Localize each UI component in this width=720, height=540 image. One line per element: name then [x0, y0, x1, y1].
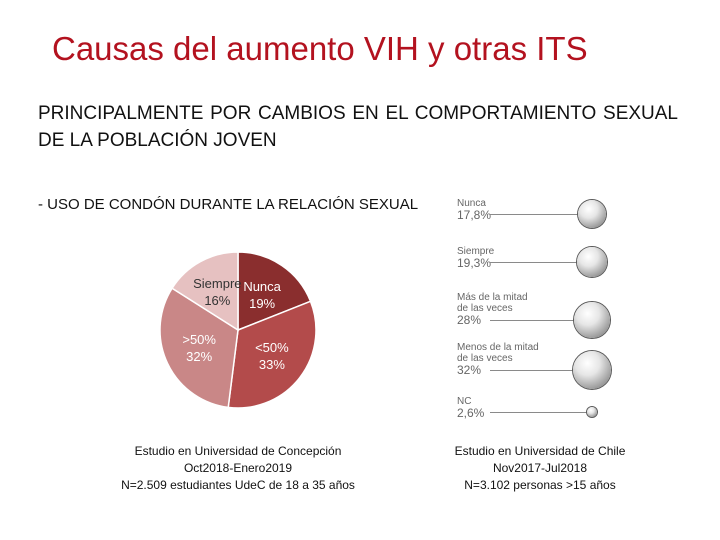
bubble-leader-line: [490, 214, 578, 215]
bubble-circle-1: [577, 247, 607, 277]
bubble-circle-2: [574, 302, 610, 338]
bubble-percent: 28%: [457, 313, 482, 327]
pie-slice-percent: 32%: [186, 349, 213, 365]
bubble-category: Más de la mitad: [457, 292, 528, 303]
bubble-category: NC: [457, 396, 472, 407]
pie-slice-0: [237, 251, 312, 332]
bubble-percent: 32%: [457, 363, 482, 377]
pie-slice-label-0: Nunca 19%: [232, 278, 292, 312]
pie-slice-name: >50%: [182, 332, 216, 348]
pie-slice-label-2: >50% 32%: [169, 331, 229, 365]
bubble-leader-line: [490, 320, 575, 321]
pie-slice-3: [171, 251, 239, 332]
bubble-leader-line: [490, 262, 578, 263]
bubble-label-1: Siempre 19,3%: [457, 246, 494, 270]
bubble-leader-line: [490, 370, 573, 371]
bubble-category: de las veces: [457, 303, 513, 314]
bubble-circle-3: [573, 351, 611, 389]
study-uchile-period: Nov2017-Jul2018: [492, 461, 588, 475]
bubble-label-2: Más de la mitad de las veces 28%: [457, 292, 528, 327]
bubble-category: de las veces: [457, 353, 513, 364]
bubble-label-4: NC 2,6%: [457, 396, 484, 420]
study-uchile-caption: Estudio en Universidad de Chile Nov2017-…: [440, 443, 640, 494]
pie-slice-1: [227, 300, 317, 409]
study-uchile-sample: N=3.102 personas >15 años: [464, 478, 616, 492]
pie-slice-name: Siempre: [193, 276, 242, 292]
pie-slice-name: <50%: [255, 340, 289, 356]
study-udec-caption: Estudio en Universidad de Concepción Oct…: [108, 443, 368, 494]
pie-slice-label-3: Siempre 16%: [187, 275, 247, 309]
slide-title: Causas del aumento VIH y otras ITS: [52, 30, 588, 67]
bubble-category: Nunca: [457, 198, 486, 209]
study-udec-name: Estudio en Universidad de Concepción: [134, 444, 342, 458]
bubble-percent: 17,8%: [457, 208, 492, 222]
bubble-circle-4: [586, 406, 598, 418]
bubble-circle-0: [577, 199, 607, 229]
pie-slice-percent: 19%: [249, 295, 276, 311]
bubble-category: Siempre: [457, 246, 495, 257]
pie-slice-percent: 33%: [258, 357, 285, 373]
bubble-chart: Nunca 17,8% Siempre 19,3% Más de la mitad de …: [430, 192, 620, 432]
pie-chart-svg: [159, 251, 317, 409]
pie-slice-label-1: <50% 33%: [242, 339, 302, 373]
slide-subtitle: PRINCIPALMENTE POR CAMBIOS EN EL COMPORT…: [38, 103, 678, 151]
pie-slice-name: Nunca: [243, 278, 281, 294]
condom-use-bullet: - USO DE CONDÓN DURANTE LA RELACIÓN SEXU…: [38, 196, 419, 213]
pie-slice-percent: 16%: [204, 293, 231, 309]
bubble-label-3: Menos de la mitad de las veces 32%: [457, 342, 539, 377]
pie-chart: Nunca 19% <50% 33% >50% 32% Siempre 16%: [158, 250, 318, 410]
study-udec-period: Oct2018-Enero2019: [183, 461, 293, 475]
bubble-percent: 19,3%: [457, 256, 492, 270]
study-uchile-name: Estudio en Universidad de Chile: [454, 444, 626, 458]
bubble-category: Menos de la mitad: [457, 342, 539, 353]
bubble-leader-line: [490, 412, 587, 413]
study-udec-sample: N=2.509 estudiantes UdeC de 18 a 35 años: [121, 478, 355, 492]
bubble-percent: 2,6%: [457, 406, 485, 420]
bubble-label-0: Nunca 17,8%: [457, 198, 491, 222]
